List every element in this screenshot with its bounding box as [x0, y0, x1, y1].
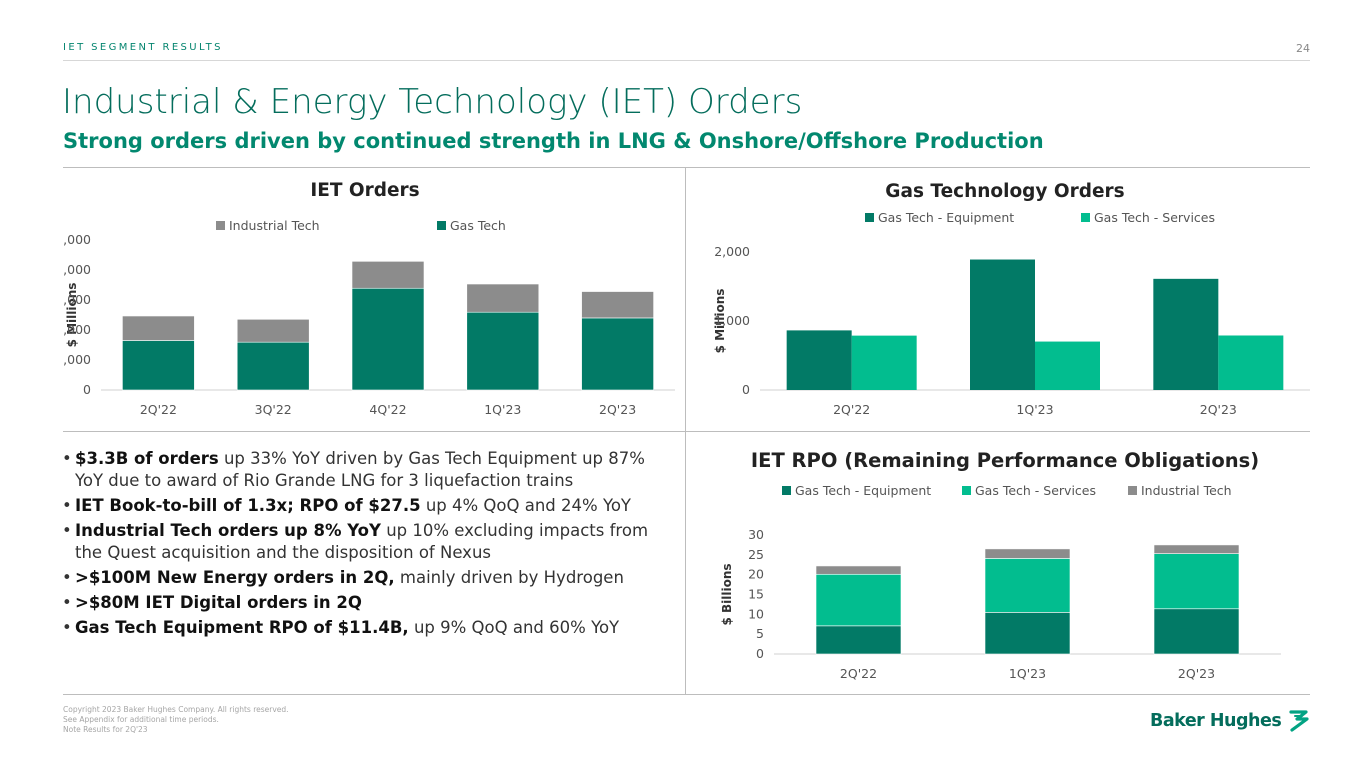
iet-orders-chart: IET Orders Industrial Tech Gas Tech $ Milli… — [63, 180, 675, 417]
y-axis-label: $ Billions — [720, 563, 734, 625]
legend-label: Industrial Tech — [1141, 483, 1232, 498]
legend-label: Gas Tech - Services — [1094, 210, 1215, 225]
bullet-item: >$100M New Energy orders in 2Q, mainly d… — [62, 567, 662, 589]
baker-hughes-logo-icon — [1289, 710, 1309, 732]
legend-swatch — [962, 486, 971, 495]
x-tick-label: 4Q'22 — [369, 402, 406, 417]
y-tick-label: 20 — [748, 567, 764, 582]
bar-segment — [984, 558, 1071, 613]
y-tick-label: 1,000 — [714, 313, 750, 328]
x-tick-label: 2Q'22 — [140, 402, 177, 417]
bullet-item: >$80M IET Digital orders in 2Q — [62, 592, 662, 614]
y-axis-label: $ Millions — [713, 289, 727, 354]
bar-segment — [581, 291, 654, 319]
logo-text: Baker Hughes — [1150, 711, 1282, 731]
section-label: IET SEGMENT RESULTS — [63, 42, 223, 53]
company-logo: Baker Hughes — [1150, 708, 1312, 734]
legend-label: Gas Tech - Equipment — [795, 483, 931, 498]
legend-swatch — [437, 221, 446, 230]
bar-segment — [122, 340, 195, 391]
x-tick-label: 1Q'23 — [1016, 402, 1053, 417]
page-number: 24 — [1296, 42, 1310, 55]
legend-label: Gas Tech — [450, 218, 506, 233]
top-divider — [63, 60, 1310, 61]
legend-swatch — [1128, 486, 1137, 495]
bar — [970, 259, 1035, 390]
y-tick-label: 0 — [756, 646, 764, 661]
bar-segment — [1153, 608, 1240, 655]
x-tick-label: 2Q'22 — [840, 666, 877, 681]
y-tick-label: 2,000 — [63, 322, 91, 337]
gas-technology-orders-chart: Gas Technology Orders Gas Tech - Equipmen… — [713, 181, 1310, 417]
page-subtitle: Strong orders driven by continued streng… — [63, 129, 1044, 153]
footer-results-note: Note Results for 2Q'23 — [63, 725, 148, 734]
iet-rpo-chart: IET RPO (Remaining Performance Obligatio… — [720, 449, 1281, 681]
y-tick-label: 4,000 — [63, 262, 91, 277]
bar-segment — [984, 612, 1071, 655]
y-tick-label: 30 — [748, 527, 764, 542]
bar — [1035, 341, 1100, 390]
y-tick-label: 2,000 — [714, 244, 750, 259]
x-tick-label: 1Q'23 — [484, 402, 521, 417]
bar-segment — [1153, 544, 1240, 554]
bar-segment — [815, 625, 902, 655]
bar-segment — [466, 283, 540, 313]
chart-title: IET RPO (Remaining Performance Obligatio… — [751, 449, 1259, 472]
y-tick-label: 5 — [756, 626, 764, 641]
legend-label: Gas Tech - Equipment — [878, 210, 1014, 225]
y-axis-label: $ Millions — [65, 283, 79, 348]
legend-swatch — [865, 213, 874, 222]
legend-swatch — [782, 486, 791, 495]
x-tick-label: 2Q'23 — [1200, 402, 1237, 417]
y-tick-label: 5,000 — [63, 232, 91, 247]
footer-note: Copyright 2023 Baker Hughes Company. All… — [63, 705, 289, 735]
bar-segment — [122, 315, 195, 341]
center-divider — [685, 167, 686, 694]
bar-segment — [1153, 553, 1240, 610]
x-tick-label: 3Q'22 — [255, 402, 292, 417]
upper-divider — [63, 167, 1310, 168]
bar-segment — [236, 341, 310, 391]
chart-title: IET Orders — [310, 180, 419, 201]
bar — [1218, 335, 1284, 390]
bar-segment — [236, 318, 310, 343]
bar — [851, 335, 917, 390]
bar-segment — [815, 565, 902, 575]
legend-swatch — [216, 221, 225, 230]
middle-divider — [63, 431, 1310, 432]
bar-segment — [466, 311, 540, 391]
bar-segment — [351, 287, 425, 391]
bullet-item: Industrial Tech orders up 8% YoY up 10% … — [62, 520, 662, 564]
footer-copyright: Copyright 2023 Baker Hughes Company. All… — [63, 705, 289, 714]
y-tick-label: 15 — [748, 587, 764, 602]
bullet-item: Gas Tech Equipment RPO of $11.4B, up 9% … — [62, 617, 662, 639]
legend-label: Gas Tech - Services — [975, 483, 1096, 498]
bar-segment — [581, 317, 654, 391]
y-tick-label: 25 — [748, 547, 764, 562]
page-title: Industrial & Energy Technology (IET) Ord… — [62, 82, 803, 122]
bullet-item: $3.3B of orders up 33% YoY driven by Gas… — [62, 448, 662, 492]
chart-title: Gas Technology Orders — [885, 181, 1124, 202]
legend-label: Industrial Tech — [229, 218, 320, 233]
x-tick-label: 2Q'22 — [833, 402, 870, 417]
x-tick-label: 2Q'23 — [1178, 666, 1215, 681]
bar-segment — [351, 261, 425, 289]
y-tick-label: 10 — [748, 606, 764, 621]
bar — [1153, 278, 1219, 390]
y-tick-label: 3,000 — [63, 292, 91, 307]
bullet-list: $3.3B of orders up 33% YoY driven by Gas… — [62, 448, 662, 642]
bullet-item: IET Book-to-bill of 1.3x; RPO of $27.5 u… — [62, 495, 662, 517]
lower-divider — [63, 694, 1310, 695]
x-tick-label: 2Q'23 — [599, 402, 636, 417]
y-tick-label: 0 — [83, 382, 91, 397]
bar-segment — [984, 548, 1071, 559]
bar — [786, 330, 852, 390]
y-tick-label: 1,000 — [63, 352, 91, 367]
legend-swatch — [1081, 213, 1090, 222]
footer-appendix-note: See Appendix for additional time periods… — [63, 715, 219, 724]
x-tick-label: 1Q'23 — [1009, 666, 1046, 681]
bar-segment — [815, 573, 902, 627]
y-tick-label: 0 — [742, 382, 750, 397]
